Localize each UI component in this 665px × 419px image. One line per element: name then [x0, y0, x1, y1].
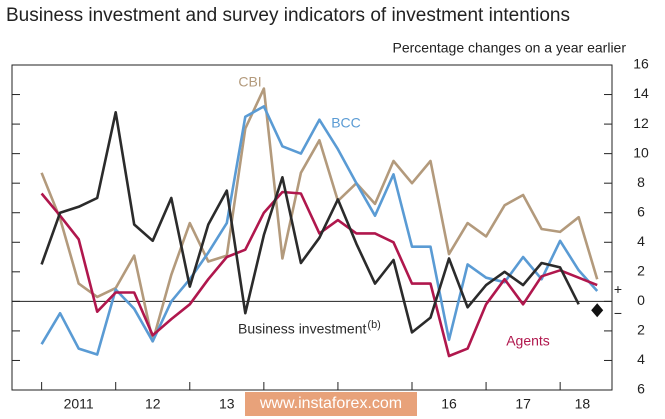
x-tick-label: 18 [575, 396, 591, 412]
y-tick-label: 4 [637, 351, 645, 367]
sign-minus: − [614, 305, 622, 321]
x-tick-label: 17 [515, 396, 531, 412]
series-label: CBI [238, 74, 261, 90]
series-line [40, 111, 580, 334]
y-tick-label: 6 [637, 203, 645, 219]
y-tick-label: 2 [637, 263, 645, 279]
y-tick-label: 0 [637, 292, 645, 308]
projection-marker [591, 303, 604, 318]
series-line [40, 87, 599, 343]
y-tick-label: 14 [633, 85, 649, 101]
chart-subtitle: Percentage changes on a year earlier [393, 40, 627, 56]
x-tick-label: 16 [441, 396, 457, 412]
y-tick-label: 8 [637, 174, 645, 190]
x-tick-label: 13 [219, 396, 235, 412]
series-line [40, 105, 599, 356]
y-tick-label: 4 [637, 233, 645, 249]
chart-title: Business investment and survey indicator… [6, 5, 570, 26]
series-line [40, 190, 598, 358]
watermark: www.instaforex.com [259, 395, 402, 412]
x-tick-label: 2011 [64, 396, 94, 412]
plot-frame [11, 64, 613, 391]
y-tick-label: 16 [633, 56, 649, 72]
y-tick-label: 10 [633, 144, 649, 160]
series-label-note: (b) [367, 319, 380, 331]
series-label: BCC [331, 115, 361, 131]
y-tick-label: 2 [637, 322, 645, 338]
series-label: Agents [506, 333, 550, 349]
x-tick-label: 12 [145, 396, 161, 412]
y-tick-label: 12 [633, 115, 649, 131]
sign-plus: + [614, 281, 622, 297]
y-tick-label: 6 [637, 381, 645, 397]
watermark-box [245, 392, 417, 416]
series-label: Business investment [238, 321, 367, 337]
